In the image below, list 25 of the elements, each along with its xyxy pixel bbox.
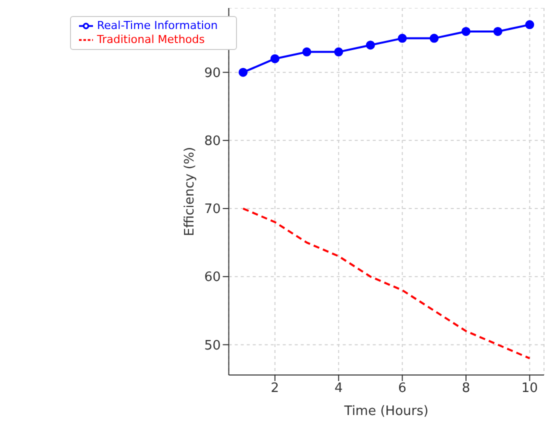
point — [334, 47, 344, 56]
legend-label: Real-Time Information — [97, 19, 218, 32]
x-tick-label: 6 — [398, 381, 406, 396]
point — [238, 68, 248, 77]
point — [461, 26, 470, 36]
y-tick-label: 60 — [204, 270, 221, 286]
x-tick-label: 2 — [270, 381, 280, 396]
x-tick-label: 10 — [521, 381, 538, 396]
y-axis-title: Efficiency (%) — [182, 146, 198, 236]
y-tick-label: 90 — [204, 66, 221, 81]
legend-label: Traditional Methods — [97, 33, 205, 46]
x-tick-label: 4 — [334, 381, 343, 396]
line-series — [242, 208, 531, 360]
x-axis-title: Time (Hours) — [343, 404, 428, 419]
y-tick-label: 70 — [204, 202, 221, 218]
y-tick-label: 50 — [204, 338, 221, 354]
point — [270, 54, 280, 64]
point — [493, 26, 502, 36]
point — [398, 34, 407, 43]
point — [366, 40, 375, 50]
point — [430, 34, 439, 43]
x-tick-label: 8 — [462, 381, 470, 396]
y-tick-label: 80 — [204, 134, 221, 150]
point — [525, 20, 534, 30]
point — [302, 47, 312, 56]
